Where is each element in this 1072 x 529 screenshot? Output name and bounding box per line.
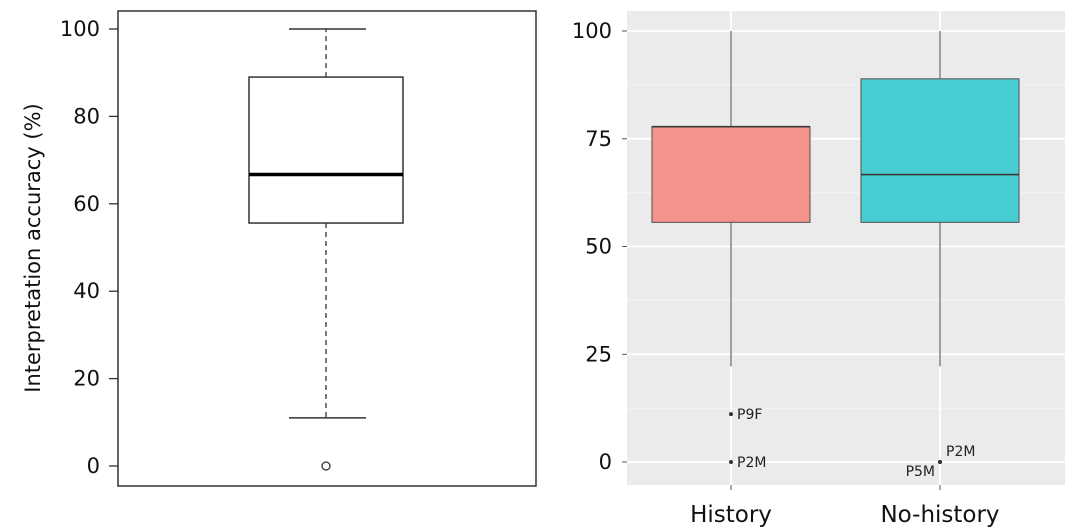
outlier-label: P2M: [737, 455, 766, 471]
x-category-label: History: [690, 502, 772, 528]
right-boxplot-panel: 0 25 50 75 100 History No-history P9F P2M P2M P5M: [572, 11, 1065, 528]
outlier-point: [729, 460, 733, 464]
y-tick-label: 40: [73, 279, 100, 303]
y-tick-label: 50: [585, 235, 612, 259]
outlier-label: P2M: [946, 444, 975, 460]
box: [248, 76, 404, 224]
y-tick-label: 100: [572, 19, 612, 43]
x-category-label: No-history: [880, 502, 999, 528]
outlier-point: [729, 412, 733, 417]
y-axis-title: Interpretation accuracy (%): [21, 103, 45, 392]
plot-frame: [117, 10, 537, 487]
box: [651, 126, 811, 223]
box-group-history: [651, 31, 811, 367]
y-tick-label: 80: [73, 104, 100, 128]
box-group-no-history: [860, 31, 1020, 367]
outlier-label: P5M: [906, 464, 935, 480]
y-tick-label: 0: [599, 450, 612, 474]
outlier-point: [321, 461, 331, 471]
left-boxplot-panel: 0 20 40 60 80 100 Interpretation accuracy (%): [21, 10, 537, 487]
box: [860, 78, 1020, 223]
y-tick-label: 75: [585, 127, 612, 151]
y-tick-label: 20: [73, 367, 100, 391]
outlier-point: [938, 460, 942, 464]
y-tick-label: 0: [87, 454, 100, 478]
y-tick-label: 100: [60, 17, 100, 41]
y-tick-label: 60: [73, 192, 100, 216]
outlier-label: P9F: [737, 407, 762, 423]
y-tick-label: 25: [585, 342, 612, 366]
